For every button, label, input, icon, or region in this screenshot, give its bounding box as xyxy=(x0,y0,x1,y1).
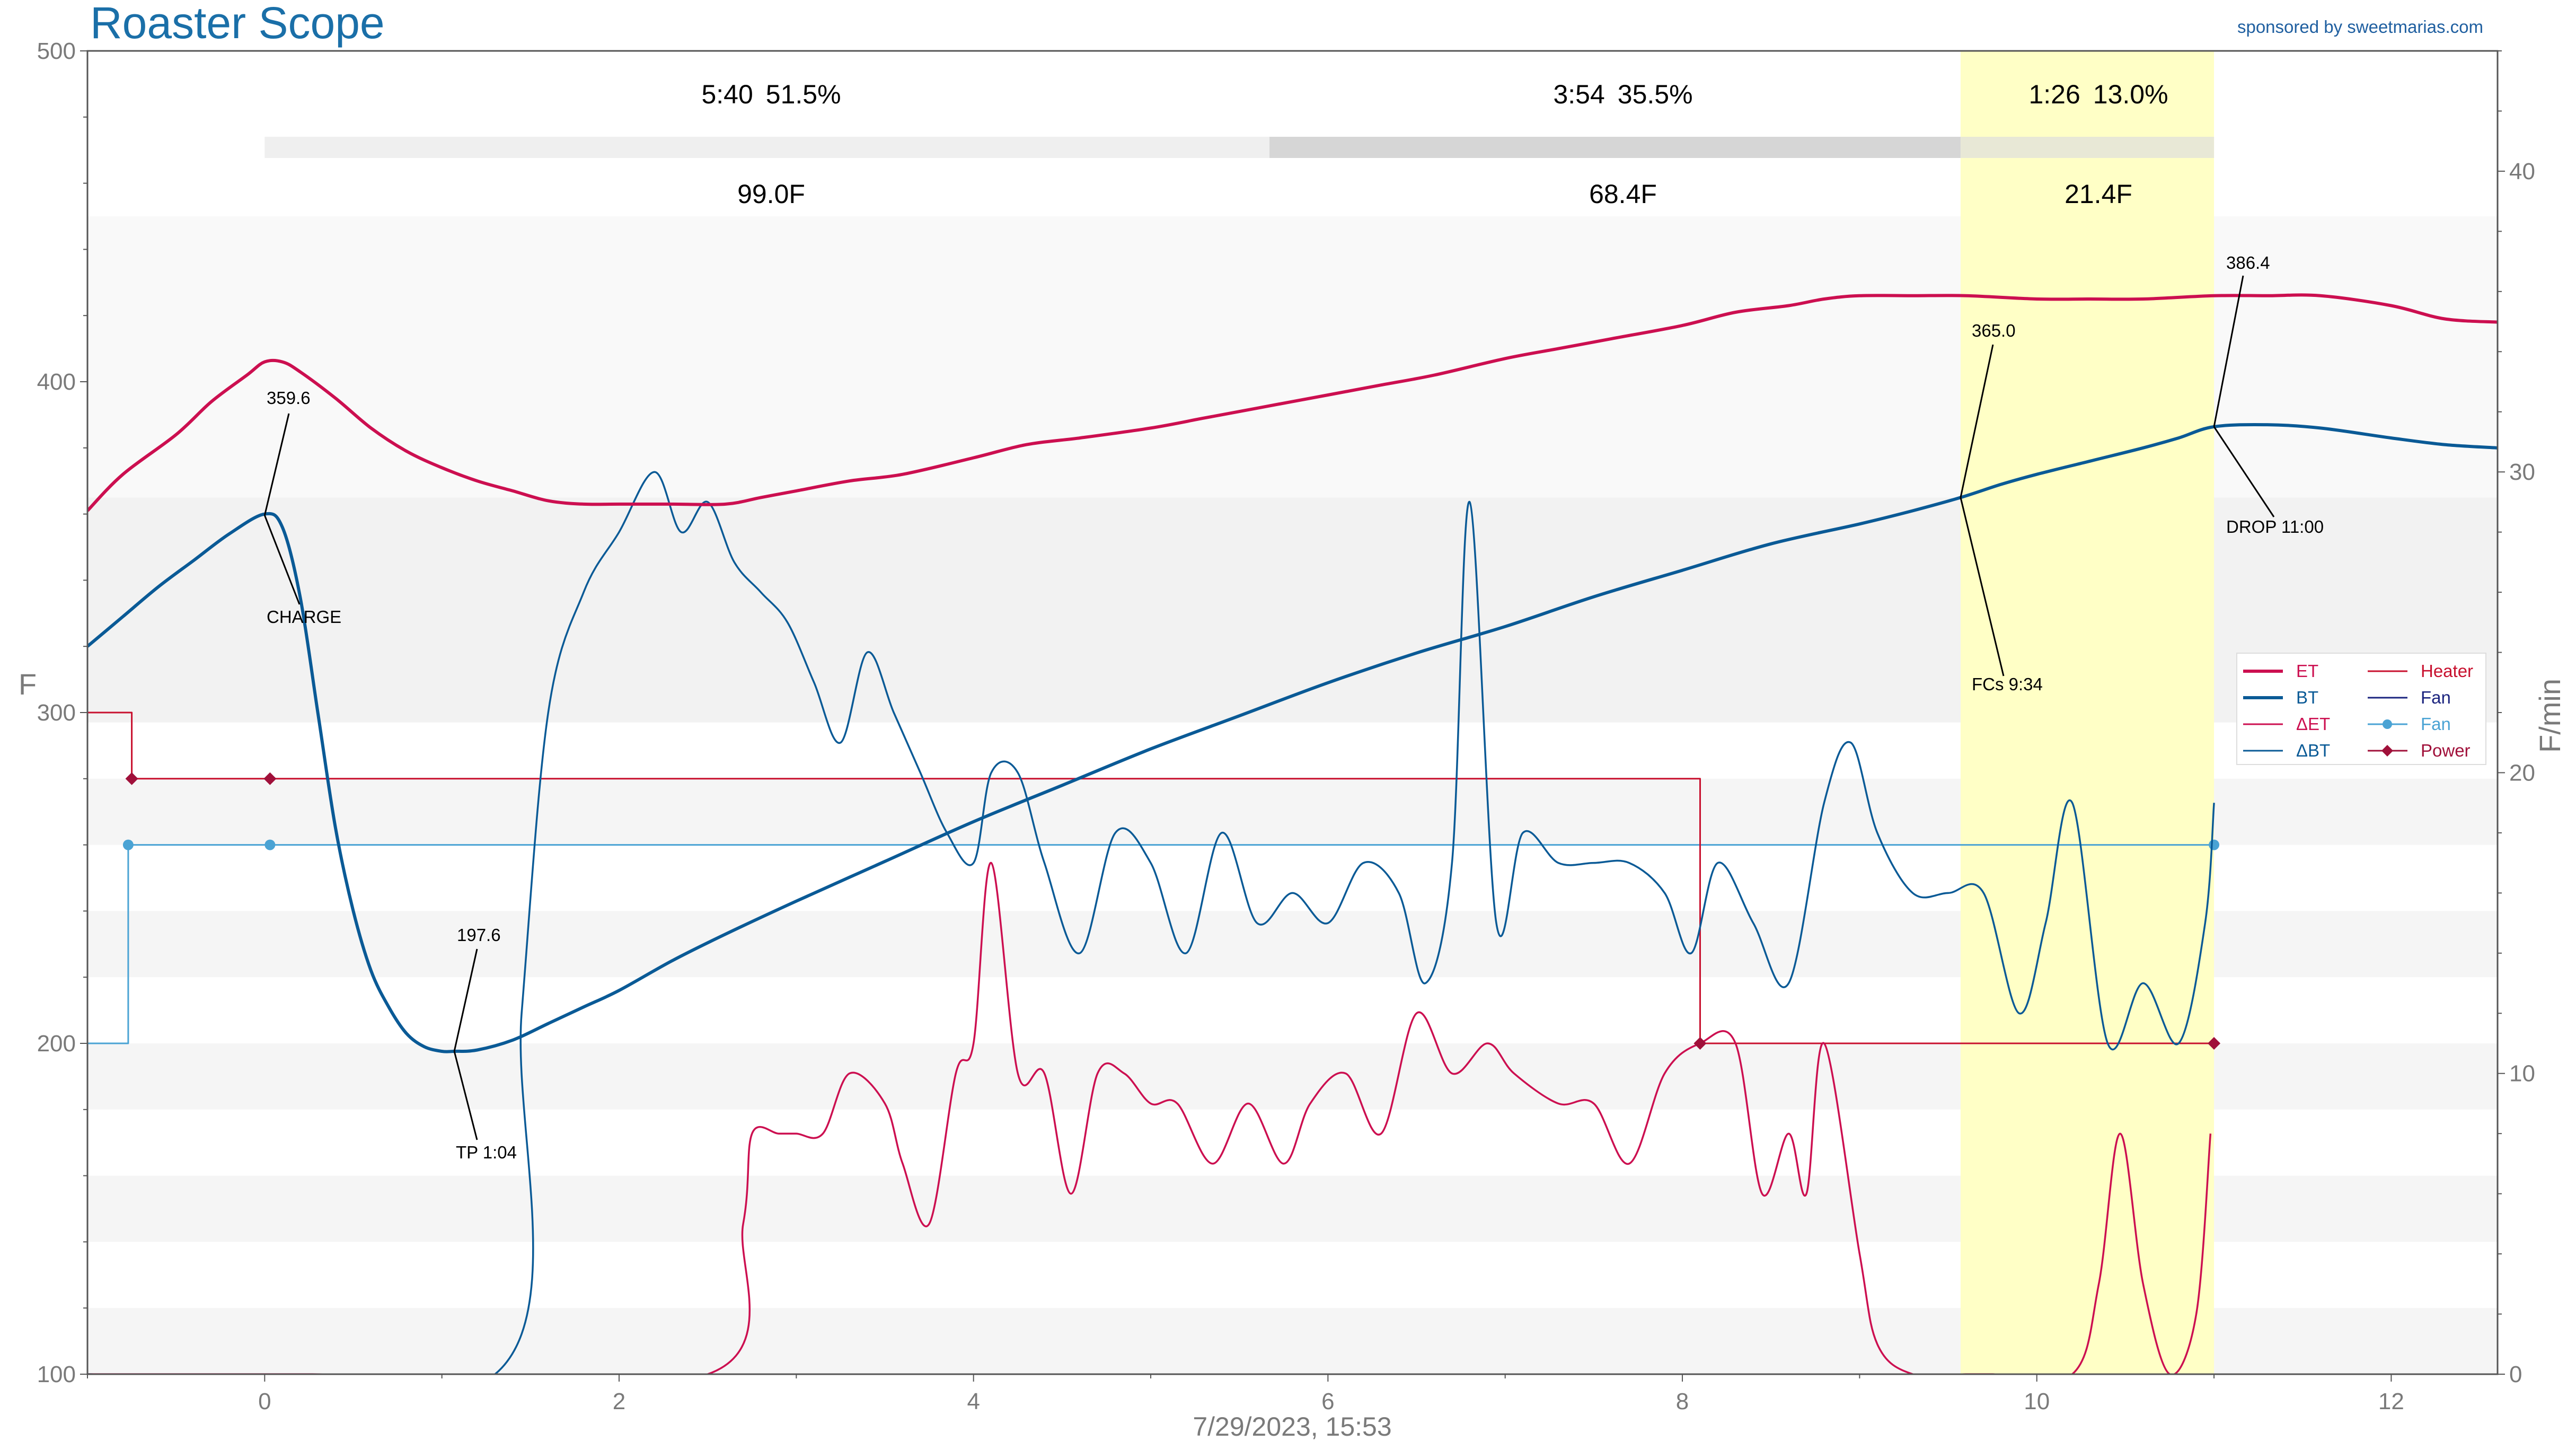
tp-leader-down xyxy=(453,1051,478,1140)
legend-label-5: Fan xyxy=(2421,688,2451,707)
y-tick-label-300: 300 xyxy=(37,700,76,726)
fcs-leader-up xyxy=(1960,344,1994,498)
x-tick-label-8: 8 xyxy=(1676,1389,1689,1414)
phase-2-delta: 68.4F xyxy=(1589,179,1657,209)
y-tick-label-400: 400 xyxy=(37,369,76,395)
legend-item-7: Power xyxy=(2368,741,2471,760)
legend-label-6: Fan xyxy=(2421,714,2451,734)
tp-leader-up xyxy=(453,948,478,1052)
fcs-temp-label: 365.0 xyxy=(1972,321,2016,340)
y2-tick-label-20: 20 xyxy=(2509,760,2535,786)
chart-title: Roaster Scope xyxy=(90,0,385,48)
legend-label-1: BT xyxy=(2296,688,2318,707)
x-tick-label-2: 2 xyxy=(613,1389,625,1414)
legend-item-2: ΔET xyxy=(2243,714,2330,734)
series-line-et xyxy=(87,293,2498,512)
legend-item-4: Heater xyxy=(2368,661,2473,681)
series-line-fan xyxy=(87,844,2215,1044)
legend-dot-6 xyxy=(2383,719,2392,729)
charge-label: CHARGE xyxy=(267,607,341,627)
charge-leader-down xyxy=(263,515,301,605)
series-line-delta-bt xyxy=(87,471,2215,1374)
phase-3-time-pct: 1:26 13.0% xyxy=(2028,80,2168,109)
sponsor-link[interactable]: sponsored by sweetmarias.com xyxy=(2237,17,2483,37)
y2-tick-label-40: 40 xyxy=(2509,159,2535,184)
legend-label-4: Heater xyxy=(2421,661,2473,681)
fcs-leader-down xyxy=(1960,497,2005,676)
phase-3-delta: 21.4F xyxy=(2065,179,2132,209)
charge-leader-up xyxy=(263,413,290,516)
power-marker-2 xyxy=(1693,1037,1707,1050)
fcs-label: FCs 9:34 xyxy=(1972,674,2043,694)
legend-label-0: ET xyxy=(2296,661,2318,681)
y-axis-label: F xyxy=(19,667,37,701)
charge-temp-label: 359.6 xyxy=(267,388,311,408)
phase-1-time-pct: 5:40 51.5% xyxy=(701,80,841,109)
x-tick-label-6: 6 xyxy=(1321,1389,1334,1414)
series-line-bt xyxy=(87,423,2498,1053)
tp-label: TP 1:04 xyxy=(456,1143,517,1162)
x-tick-label-0: 0 xyxy=(258,1389,271,1414)
drop-leader-up xyxy=(2213,275,2244,427)
legend-item-5: Fan xyxy=(2368,688,2451,707)
fan-marker-0 xyxy=(122,839,134,850)
tp-temp-label: 197.6 xyxy=(457,925,501,945)
power-marker-3 xyxy=(2208,1037,2221,1050)
drop-temp-label: 386.4 xyxy=(2226,253,2270,273)
drop-label: DROP 11:00 xyxy=(2226,517,2324,537)
legend-diamond-7 xyxy=(2381,745,2393,757)
phase-bar-drying xyxy=(264,137,1270,158)
y2-tick-label-30: 30 xyxy=(2509,459,2535,485)
x-tick-label-12: 12 xyxy=(2378,1389,2404,1414)
x-axis-label: 7/29/2023, 15:53 xyxy=(1193,1412,1391,1442)
phase-1-delta: 99.0F xyxy=(737,179,805,209)
series-line-delta-et xyxy=(87,862,2212,1374)
y-tick-label-500: 500 xyxy=(37,38,76,64)
legend-label-2: ΔET xyxy=(2296,714,2330,734)
x-tick-label-4: 4 xyxy=(967,1389,980,1414)
y2-tick-label-0: 0 xyxy=(2509,1361,2522,1387)
power-marker-1 xyxy=(263,772,277,785)
power-marker-0 xyxy=(125,772,138,785)
legend-item-1: BT xyxy=(2243,688,2318,707)
legend-label-7: Power xyxy=(2421,741,2471,760)
drop-leader-down xyxy=(2213,426,2275,517)
y2-tick-label-10: 10 xyxy=(2509,1061,2535,1087)
fan-marker-1 xyxy=(264,839,276,850)
y2-axis-label: F/min xyxy=(2533,679,2566,753)
series-line-heater xyxy=(87,711,2215,1044)
chart-legend: ET BT ΔET ΔBT Heater Fan Fan Power xyxy=(2236,653,2486,765)
y-tick-label-200: 200 xyxy=(37,1031,76,1057)
legend-item-6: Fan xyxy=(2368,714,2451,734)
legend-item-3: ΔBT xyxy=(2243,741,2330,760)
phase-2-time-pct: 3:54 35.5% xyxy=(1553,80,1692,109)
first-crack-region xyxy=(1960,51,2215,1374)
legend-item-0: ET xyxy=(2243,661,2318,681)
x-tick-label-10: 10 xyxy=(2024,1389,2050,1414)
phase-bar-development xyxy=(1960,137,2215,158)
legend-label-3: ΔBT xyxy=(2296,741,2330,760)
fan-marker-2 xyxy=(2209,839,2220,850)
y-tick-label-100: 100 xyxy=(37,1361,76,1387)
phase-bar-maillard xyxy=(1269,137,1961,158)
